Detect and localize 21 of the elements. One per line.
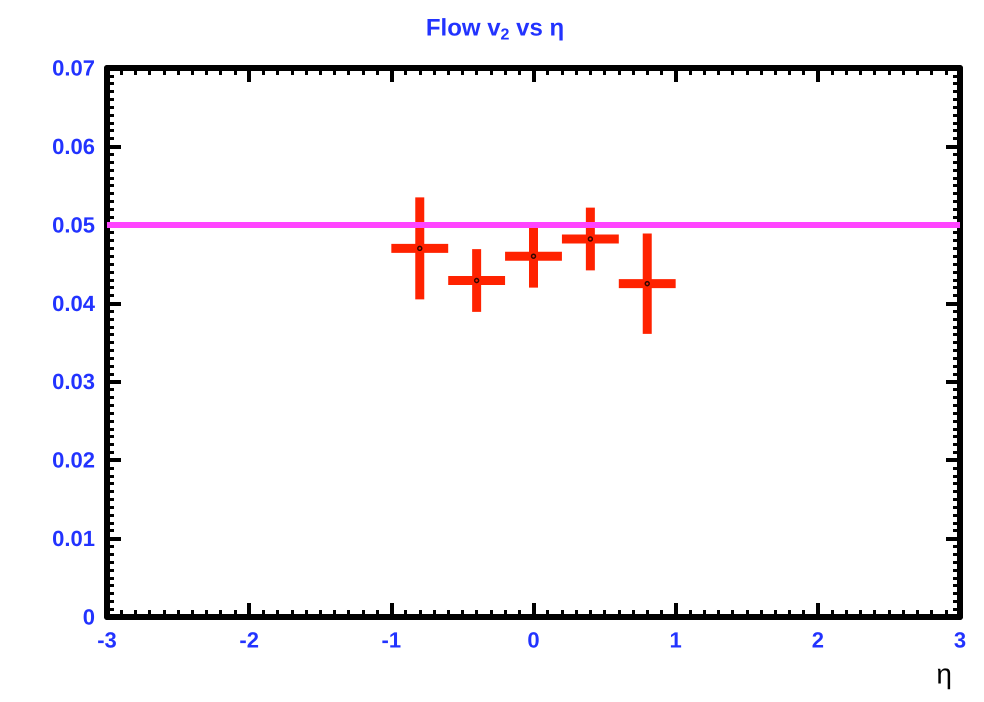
y-tick-label: 0.06	[52, 134, 95, 159]
y-tick-label: 0.04	[52, 290, 96, 316]
y-tick-label: 0.03	[52, 369, 95, 394]
point	[588, 236, 594, 242]
point	[417, 246, 423, 252]
x-axis-title: η	[936, 658, 952, 690]
x-tick-label: 1	[670, 628, 682, 652]
x-tick-label: -3	[97, 628, 117, 652]
x-tick-label: 3	[954, 628, 966, 652]
x-tick-label: -1	[382, 628, 402, 652]
y-tick-label: 0.07	[52, 56, 95, 80]
x-tick-label: 2	[812, 628, 824, 652]
point	[644, 280, 650, 286]
point	[530, 253, 536, 259]
y-tick-label: 0.02	[52, 448, 95, 473]
point	[474, 278, 480, 284]
y-tick-label: 0.01	[52, 526, 95, 552]
y-tick-label: 0.05	[52, 212, 95, 238]
y-tick-label: 0	[82, 604, 95, 630]
x-tick-label: -2	[239, 628, 259, 652]
x-tick-label: 0	[527, 628, 540, 652]
